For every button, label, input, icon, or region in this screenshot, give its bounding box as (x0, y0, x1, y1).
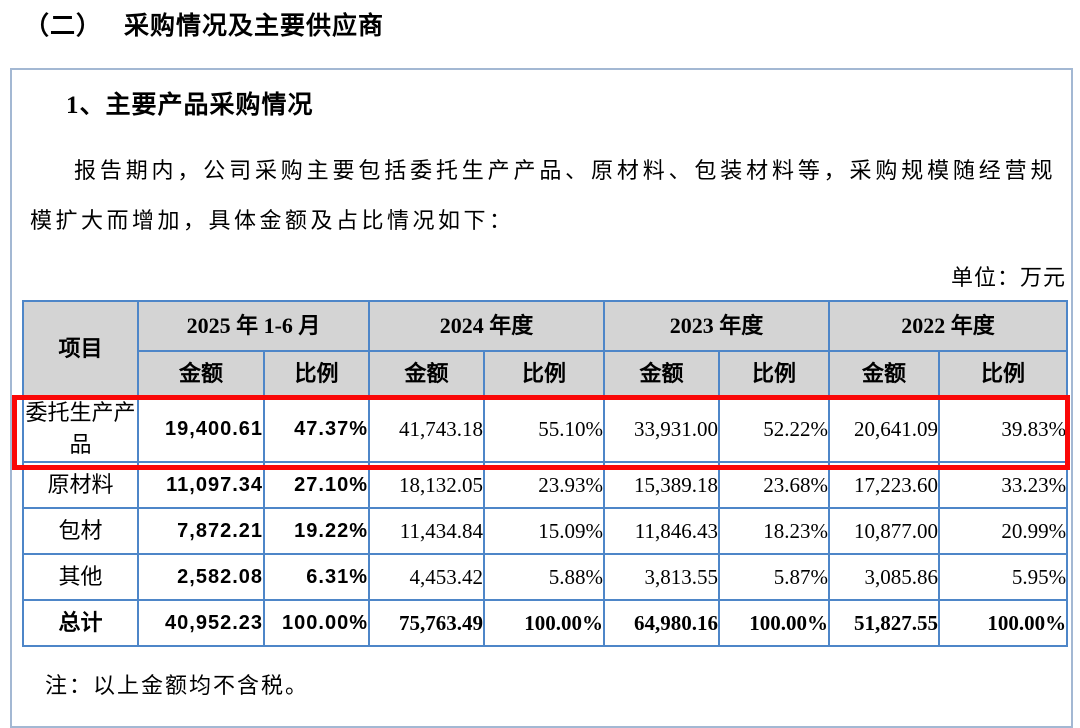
cell-amount: 10,877.00 (828, 507, 941, 555)
table-row: 其他 2,582.08 6.31% 4,453.42 5.88% 3,813.55 5.87… (22, 553, 1069, 601)
cell-ratio: 5.95% (938, 553, 1069, 601)
column-subheader-amount: 金额 (828, 350, 941, 397)
column-header-period-2025: 2025 年 1-6 月 (136, 300, 371, 352)
cell-amount: 3,813.55 (603, 553, 721, 601)
cell-amount: 2,582.08 (137, 553, 265, 601)
footnote: 注：以上金额均不含税。 (45, 673, 310, 698)
table-header-row-periods: 项目 2025 年 1-6 月 2024 年度 2023 年度 2022 年度 (22, 300, 1069, 397)
column-subheader-amount: 金额 (603, 350, 721, 397)
cell-ratio: 33.23% (938, 461, 1069, 509)
subsection-title: 1、主要产品采购情况 (66, 92, 314, 119)
cell-ratio: 100.00% (938, 599, 1069, 647)
cell-ratio: 52.22% (718, 395, 831, 463)
table-header-row-subheaders: 金额 比例 金额 比例 金额 比例 金额 比例 (23, 350, 1069, 397)
document-page: { "header": { "section_number": "（二）", "… (10, 6, 1073, 728)
row-label: 总计 (22, 599, 139, 647)
row-label: 其他 (22, 553, 139, 601)
cell-amount: 20,641.09 (828, 395, 941, 463)
cell-ratio: 23.68% (718, 461, 831, 509)
table-row: 原材料 11,097.34 27.10% 18,132.05 23.93% 15,389.… (22, 461, 1069, 509)
table-row: 包材 7,872.21 19.22% 11,434.84 15.09% 11,846.43… (22, 507, 1069, 555)
cell-amount: 64,980.16 (603, 599, 721, 647)
column-header-period-2023: 2023 年度 (603, 300, 831, 352)
document-box: 1、主要产品采购情况 报告期内，公司采购主要包括委托生产产品、原材料、包装材料等… (10, 68, 1073, 728)
cell-amount: 17,223.60 (828, 461, 941, 509)
column-subheader-ratio: 比例 (718, 350, 831, 397)
unit-label: 单位：万元 (950, 265, 1066, 290)
column-header-period-2022: 2022 年度 (828, 300, 1069, 352)
row-label: 包材 (22, 507, 139, 555)
cell-ratio: 19.22% (262, 507, 371, 555)
cell-ratio: 23.93% (483, 461, 606, 509)
column-subheader-amount: 金额 (137, 350, 265, 397)
cell-ratio: 6.31% (262, 553, 371, 601)
cell-ratio: 39.83% (938, 395, 1069, 463)
table-row-total: 总计 40,952.23 100.00% 75,763.49 100.00% 64,980… (22, 599, 1069, 647)
cell-amount: 3,085.86 (828, 553, 941, 601)
cell-ratio: 15.09% (483, 507, 606, 555)
cell-amount: 33,931.00 (603, 395, 721, 463)
cell-ratio: 20.99% (938, 507, 1069, 555)
column-subheader-ratio: 比例 (938, 350, 1069, 397)
cell-ratio: 100.00% (483, 599, 606, 647)
cell-amount: 18,132.05 (368, 461, 486, 509)
cell-amount: 75,763.49 (368, 599, 486, 647)
procurement-table: 项目 2025 年 1-6 月 2024 年度 2023 年度 2022 年度 … (22, 300, 1069, 647)
cell-amount: 51,827.55 (828, 599, 941, 647)
section-number: （二） (24, 13, 103, 40)
row-label: 委托生产产品 (22, 395, 139, 463)
cell-ratio: 47.37% (262, 395, 371, 463)
cell-amount: 11,846.43 (603, 507, 721, 555)
cell-ratio: 100.00% (262, 599, 371, 647)
column-header-item: 项目 (22, 300, 139, 397)
cell-ratio: 27.10% (262, 461, 371, 509)
cell-ratio: 55.10% (483, 395, 606, 463)
cell-amount: 41,743.18 (368, 395, 486, 463)
section-title-text: 采购情况及主要供应商 (124, 13, 385, 40)
column-subheader-ratio: 比例 (262, 350, 371, 397)
cell-amount: 15,389.18 (603, 461, 721, 509)
cell-ratio: 5.87% (718, 553, 831, 601)
cell-amount: 19,400.61 (137, 395, 265, 463)
cell-ratio: 18.23% (718, 507, 831, 555)
cell-amount: 11,097.34 (137, 461, 265, 509)
cell-amount: 7,872.21 (137, 507, 265, 555)
row-label: 原材料 (22, 461, 139, 509)
cell-ratio: 5.88% (483, 553, 606, 601)
intro-paragraph: 报告期内，公司采购主要包括委托生产产品、原材料、包装材料等，采购规模随经营规模扩… (30, 158, 1056, 233)
cell-amount: 11,434.84 (368, 507, 486, 555)
column-subheader-amount: 金额 (368, 350, 486, 397)
cell-amount: 40,952.23 (137, 599, 265, 647)
column-header-period-2024: 2024 年度 (368, 300, 606, 352)
table-row: 委托生产产品 19,400.61 47.37% 41,743.18 55.10% 33,9… (22, 395, 1069, 463)
column-subheader-ratio: 比例 (483, 350, 606, 397)
cell-ratio: 100.00% (718, 599, 831, 647)
section-title: （二） 采购情况及主要供应商 (24, 6, 384, 42)
cell-amount: 4,453.42 (368, 553, 486, 601)
